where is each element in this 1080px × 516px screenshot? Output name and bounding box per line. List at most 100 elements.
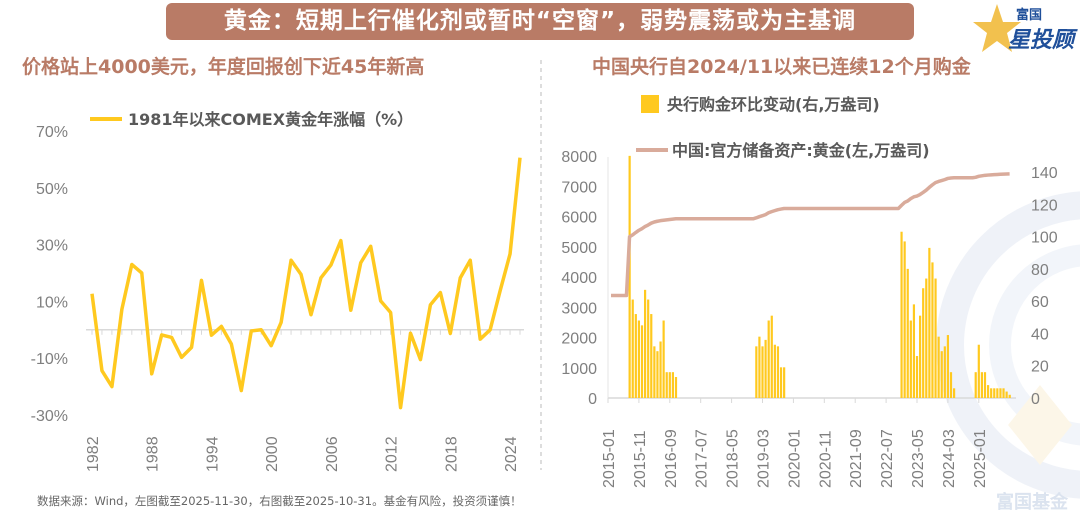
x-tick-label: 2015-01 bbox=[601, 429, 618, 488]
purchase-bar bbox=[637, 320, 641, 398]
purchase-bar bbox=[1005, 391, 1008, 398]
left-y-tick-label: 1000 bbox=[561, 361, 597, 378]
purchase-bar bbox=[656, 351, 659, 398]
purchase-bar bbox=[647, 299, 650, 398]
purchase-bar bbox=[999, 388, 1002, 398]
page-title-banner: 黄金：短期上行催化剂或暂时“空窗”，弱势震荡或为主基调 bbox=[166, 3, 914, 40]
purchase-bar bbox=[671, 372, 674, 398]
purchase-bar bbox=[937, 336, 940, 398]
purchase-bar bbox=[674, 377, 678, 398]
right-y-tick-label: 0 bbox=[1031, 391, 1040, 408]
x-tick-label: 2024 bbox=[503, 436, 520, 472]
y-tick-label: 70% bbox=[36, 124, 68, 141]
purchase-bar bbox=[983, 372, 987, 398]
purchase-bar bbox=[631, 299, 634, 398]
y-tick-label: 50% bbox=[36, 181, 68, 198]
purchase-bar bbox=[628, 155, 631, 398]
left-y-tick-label: 6000 bbox=[561, 210, 597, 227]
x-tick-label: 2023-05 bbox=[910, 429, 927, 488]
bar-legend-label: 央行购金环比变动(右,万盎司) bbox=[667, 95, 880, 114]
right-y-tick-label: 140 bbox=[1031, 165, 1058, 182]
y-tick-label: 30% bbox=[36, 238, 68, 255]
purchase-bar bbox=[996, 388, 999, 398]
purchase-bar bbox=[952, 388, 956, 398]
x-tick-label: 2022-07 bbox=[879, 429, 896, 488]
purchase-bar bbox=[931, 262, 934, 398]
purchase-bar bbox=[770, 315, 773, 398]
x-tick-label: 1982 bbox=[85, 436, 102, 472]
purchase-bar bbox=[943, 346, 946, 398]
purchase-bar bbox=[783, 367, 786, 398]
purchase-bar bbox=[990, 388, 993, 398]
purchase-bar bbox=[1008, 394, 1011, 398]
y-tick-label: 10% bbox=[36, 294, 68, 311]
purchase-bar bbox=[915, 356, 919, 398]
purchase-bar bbox=[776, 346, 780, 398]
purchase-bar bbox=[773, 344, 776, 398]
purchase-bar bbox=[919, 315, 922, 398]
x-tick-label: 2024-03 bbox=[941, 429, 958, 488]
x-tick-label: 2020-11 bbox=[817, 430, 834, 488]
purchase-bar bbox=[779, 367, 783, 398]
left-chart: 1981年以来COMEX黄金年涨幅（%） 70% 50% 30% 10% -10% -30… bbox=[31, 110, 524, 472]
purchase-bar bbox=[650, 314, 653, 398]
watermark-text: 富国基金 bbox=[996, 492, 1068, 513]
bar-legend-swatch bbox=[641, 95, 659, 113]
x-tick-label: 2020-01 bbox=[786, 429, 803, 488]
purchase-bar bbox=[640, 325, 644, 398]
right-y-tick-label: 120 bbox=[1031, 197, 1058, 214]
x-tick-label: 2018 bbox=[443, 436, 460, 472]
purchase-bar bbox=[993, 388, 996, 398]
purchase-bar bbox=[903, 241, 906, 398]
purchase-bar bbox=[906, 268, 909, 398]
x-tick-label: 2015-11 bbox=[632, 430, 649, 488]
purchase-bar bbox=[949, 372, 953, 398]
purchase-bar bbox=[1002, 388, 1005, 398]
x-tick-label: 2021-09 bbox=[848, 429, 865, 488]
purchase-bar bbox=[643, 289, 647, 398]
purchase-bar bbox=[928, 247, 931, 398]
purchase-bar bbox=[761, 346, 764, 398]
left-legend-label: 1981年以来COMEX黄金年涨幅（%） bbox=[128, 110, 413, 129]
right-y-tick-label: 20 bbox=[1031, 359, 1049, 376]
x-tick-label: 2018-05 bbox=[725, 429, 742, 488]
x-tick-label: 2016-09 bbox=[663, 429, 680, 488]
brand-logo: 富国 星投顾 bbox=[972, 2, 1077, 57]
gold-annual-return-line bbox=[90, 157, 522, 410]
footer-source: 数据来源：Wind，左图截至2025-11-30，右图截至2025-10-31。… bbox=[37, 494, 522, 508]
purchase-bar bbox=[668, 372, 671, 398]
left-y-tick-label: 8000 bbox=[561, 149, 597, 166]
x-tick-label: 1994 bbox=[204, 436, 221, 472]
x-tick-label: 2006 bbox=[324, 436, 341, 472]
purchase-bar bbox=[934, 278, 937, 398]
purchase-bar bbox=[758, 336, 761, 398]
left-y-tick-label: 0 bbox=[588, 391, 597, 408]
x-tick-label: 1988 bbox=[145, 436, 162, 472]
line-legend-label: 中国:官方储备资产:黄金(左,万盎司) bbox=[672, 141, 930, 160]
left-y-tick-label: 2000 bbox=[561, 331, 597, 348]
left-subtitle: 价格站上4000美元，年度回报创下近45年新高 bbox=[22, 56, 425, 78]
purchase-bar bbox=[909, 320, 912, 398]
right-subtitle: 中国央行自2024/11以来已连续12个月购金 bbox=[592, 56, 971, 78]
right-y-tick-label: 60 bbox=[1031, 294, 1049, 311]
left-y-tick-label: 5000 bbox=[561, 240, 597, 257]
purchase-bar bbox=[659, 341, 662, 398]
logo-line1: 富国 bbox=[1016, 8, 1043, 23]
purchase-bar bbox=[922, 288, 925, 398]
x-tick-label: 2019-03 bbox=[756, 429, 773, 488]
purchase-bar bbox=[755, 346, 758, 398]
purchase-bar bbox=[634, 314, 637, 398]
watermark-arcs bbox=[936, 191, 1080, 499]
purchase-bar bbox=[980, 372, 983, 398]
y-tick-label: -10% bbox=[31, 351, 68, 368]
purchase-bar bbox=[977, 344, 980, 398]
y-tick-label: -30% bbox=[31, 408, 68, 425]
x-tick-label: 2017-07 bbox=[694, 429, 711, 488]
purchase-bar bbox=[662, 320, 665, 398]
purchase-bar bbox=[764, 339, 767, 398]
purchase-bar bbox=[974, 372, 977, 398]
purchase-bar bbox=[665, 372, 668, 398]
star-icon bbox=[973, 4, 1021, 52]
left-y-tick-label: 3000 bbox=[561, 300, 597, 317]
